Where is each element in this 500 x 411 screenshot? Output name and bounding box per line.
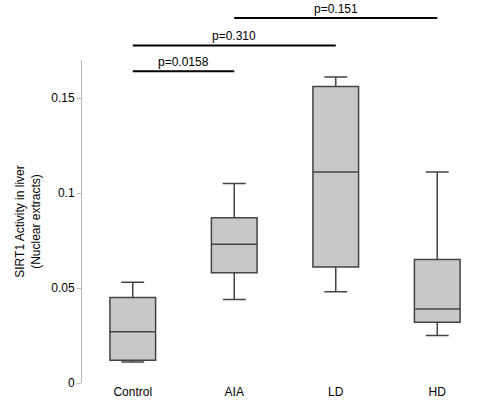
svg-text:HD: HD bbox=[429, 385, 447, 399]
svg-text:0.05: 0.05 bbox=[51, 281, 75, 295]
svg-text:0.15: 0.15 bbox=[51, 91, 75, 105]
svg-text:AIA: AIA bbox=[225, 385, 244, 399]
svg-text:LD: LD bbox=[328, 385, 344, 399]
svg-text:Control: Control bbox=[113, 385, 152, 399]
svg-text:p=0.151: p=0.151 bbox=[314, 2, 358, 16]
svg-text:SIRT1 Activity in liver(Nuclea: SIRT1 Activity in liver(Nuclear extracts… bbox=[13, 165, 43, 277]
svg-text:0: 0 bbox=[68, 376, 75, 390]
svg-text:p=0.310: p=0.310 bbox=[212, 29, 256, 43]
svg-text:p=0.0158: p=0.0158 bbox=[158, 55, 209, 69]
svg-text:0.1: 0.1 bbox=[58, 186, 75, 200]
